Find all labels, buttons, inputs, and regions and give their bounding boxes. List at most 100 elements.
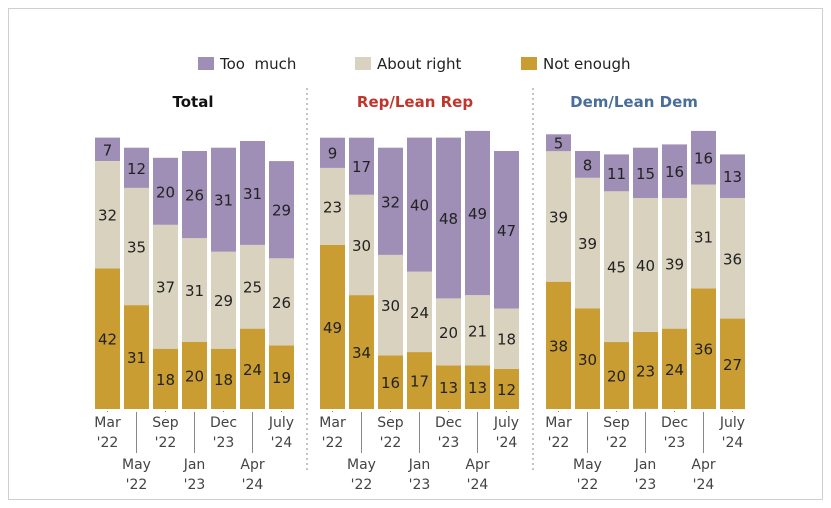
- data-label: 30: [352, 237, 371, 255]
- tick-label: '24: [496, 435, 518, 451]
- bar-segment: [604, 154, 629, 192]
- data-label: 36: [694, 341, 713, 359]
- data-label: 35: [127, 239, 146, 257]
- tick-label: Dec: [435, 415, 462, 431]
- bar-segment: [604, 191, 629, 343]
- tick-label: '24: [722, 435, 744, 451]
- tick-label: Mar: [545, 415, 572, 431]
- data-label: 18: [214, 371, 233, 389]
- bar-segment: [320, 167, 345, 245]
- tick-label: '23: [635, 477, 657, 493]
- data-label: 20: [607, 368, 626, 386]
- data-label: 16: [381, 374, 400, 392]
- tick-label: '24: [242, 477, 264, 493]
- bar-segment: [546, 151, 571, 282]
- tick-label: Apr: [691, 457, 715, 473]
- data-label: 31: [127, 349, 146, 367]
- bar-segment: [153, 348, 178, 409]
- data-label: 32: [98, 207, 117, 225]
- data-label: 37: [156, 279, 175, 297]
- data-label: 39: [549, 208, 568, 226]
- tick-label: Jan: [634, 457, 657, 473]
- tick-label: July: [268, 415, 294, 431]
- data-label: 21: [468, 322, 487, 340]
- data-label: 36: [723, 250, 742, 268]
- bar-segment: [575, 177, 600, 309]
- data-label: 23: [323, 198, 342, 216]
- bar-segment: [240, 141, 265, 245]
- tick-label: '22: [380, 435, 402, 451]
- data-label: 30: [381, 297, 400, 315]
- panel-title: Rep/Lean Rep: [357, 93, 473, 111]
- bar-segment: [436, 298, 461, 366]
- data-label: 48: [439, 210, 458, 228]
- bar-segment: [124, 187, 149, 306]
- data-label: 15: [636, 165, 655, 183]
- tick-label: Sep: [377, 415, 404, 431]
- bar-segment: [633, 331, 658, 409]
- panel-title: Dem/Lean Dem: [570, 93, 698, 111]
- bar-segment: [349, 295, 374, 409]
- bar-segment: [494, 308, 519, 369]
- data-label: 26: [272, 294, 291, 312]
- bar-segment: [378, 355, 403, 409]
- tick-label: Apr: [240, 457, 264, 473]
- data-label: 24: [243, 361, 262, 379]
- bar-segment: [407, 352, 432, 410]
- bar-segment: [95, 137, 120, 161]
- bar-segment: [720, 154, 745, 198]
- data-label: 24: [410, 304, 429, 322]
- bar-segment: [211, 348, 236, 409]
- bar-segment: [575, 308, 600, 409]
- data-label: 27: [723, 356, 742, 374]
- data-label: 47: [497, 222, 516, 240]
- tick-label: Dec: [661, 415, 688, 431]
- data-label: 29: [272, 202, 291, 220]
- bar-segment: [95, 161, 120, 269]
- bar-segment: [211, 147, 236, 252]
- bar-segment: [407, 137, 432, 272]
- tick-label: Sep: [152, 415, 179, 431]
- data-label: 19: [272, 369, 291, 387]
- tick-label: May: [573, 457, 602, 473]
- bar-segment: [269, 345, 294, 409]
- bar-segment: [662, 198, 687, 329]
- legend-label: Too much: [219, 55, 296, 73]
- tick-label: '24: [271, 435, 293, 451]
- data-label: 16: [694, 150, 713, 168]
- legend-label: Not enough: [543, 55, 631, 73]
- bar-segment: [662, 328, 687, 409]
- panel-title: Total: [173, 93, 214, 111]
- bar-segment: [124, 147, 149, 188]
- data-label: 40: [410, 197, 429, 215]
- tick-label: '22: [155, 435, 177, 451]
- bar-segment: [153, 224, 178, 349]
- tick-label: '22: [97, 435, 119, 451]
- bar-segment: [378, 147, 403, 255]
- tick-label: May: [122, 457, 151, 473]
- bar-segment: [349, 137, 374, 195]
- data-label: 42: [98, 331, 117, 349]
- data-label: 31: [243, 185, 262, 203]
- bar-segment: [436, 365, 461, 409]
- bar-segment: [575, 151, 600, 178]
- bar-segment: [436, 137, 461, 299]
- bar-segment: [691, 184, 716, 289]
- bar-segment: [269, 161, 294, 259]
- tick-label: '23: [213, 435, 235, 451]
- bar-segment: [691, 288, 716, 409]
- tick-label: Mar: [94, 415, 121, 431]
- bar-segment: [182, 342, 207, 409]
- data-label: 23: [636, 363, 655, 381]
- data-label: 5: [554, 135, 564, 153]
- data-label: 8: [583, 156, 593, 174]
- bar-segment: [546, 281, 571, 409]
- tick-label: '22: [548, 435, 570, 451]
- data-label: 29: [214, 292, 233, 310]
- bar-segment: [633, 147, 658, 198]
- data-label: 24: [665, 361, 684, 379]
- tick-label: Dec: [210, 415, 237, 431]
- bar-segment: [465, 365, 490, 409]
- data-label: 26: [185, 187, 204, 205]
